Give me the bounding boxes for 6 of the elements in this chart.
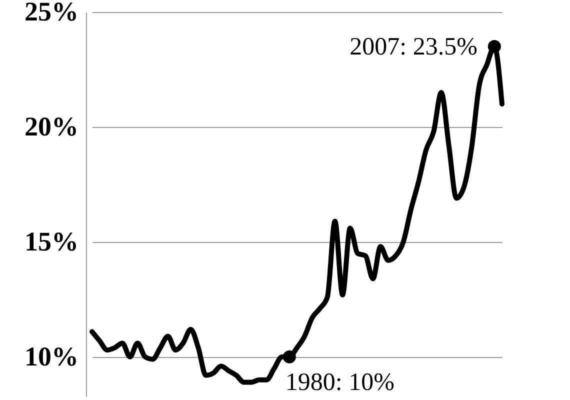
y-tick-label: 20% [24, 111, 78, 142]
y-tick-label: 10% [24, 341, 78, 372]
y-tick-label: 15% [24, 226, 78, 256]
y-tick-label: 25% [24, 0, 78, 26]
data-label: 2007: 23.5% [350, 33, 478, 60]
data-label: 1980: 10% [285, 368, 394, 396]
